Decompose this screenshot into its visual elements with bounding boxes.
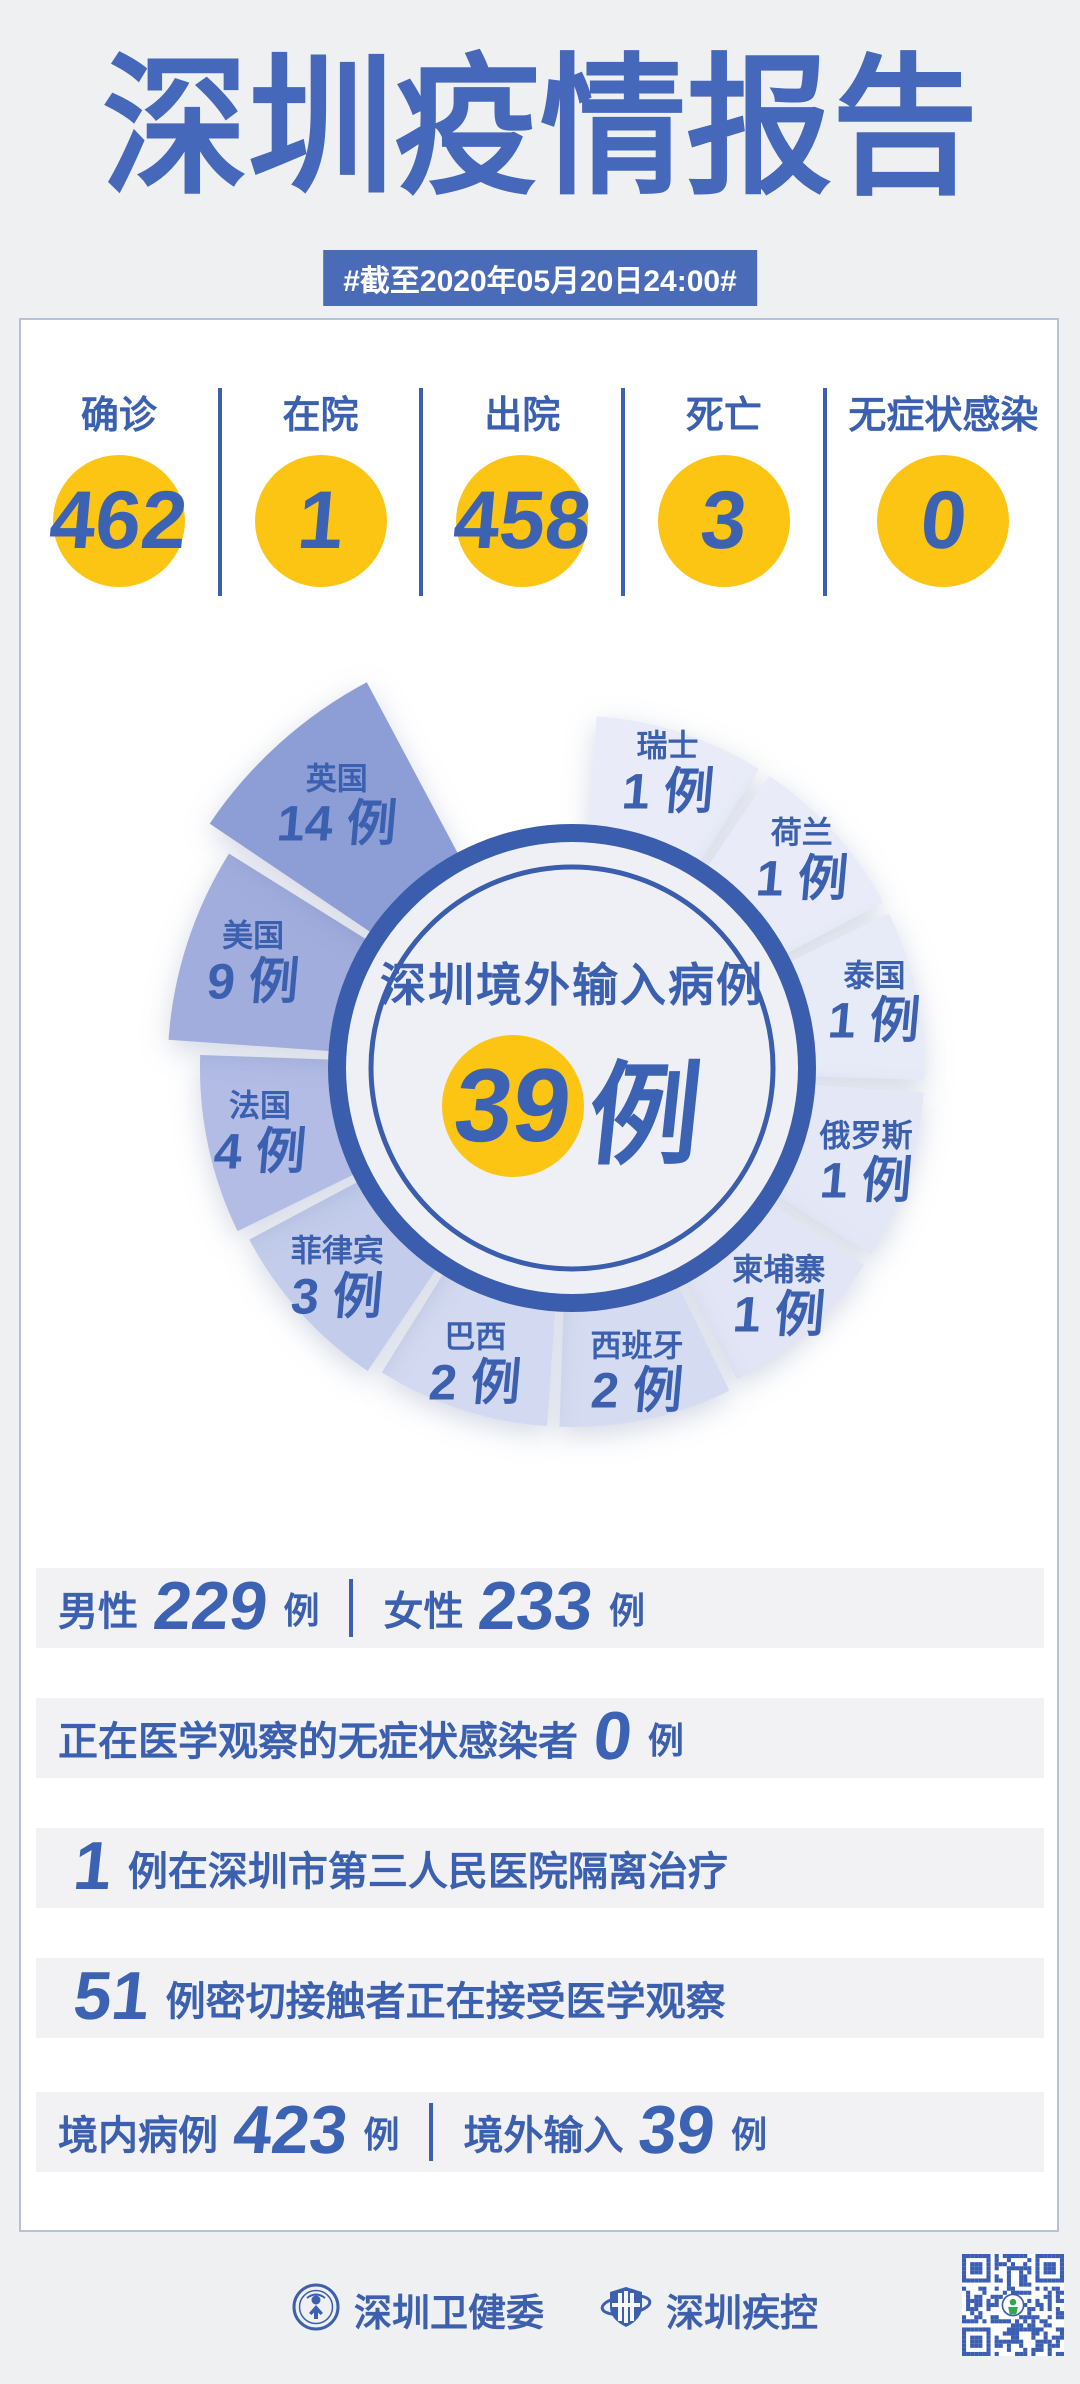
row-label: 正在医学观察的无症状感染者 bbox=[58, 1720, 578, 1764]
detail-row-1: 男性 229 例 女性 233 例 bbox=[36, 1568, 1044, 1648]
row-number: 0 bbox=[590, 1698, 636, 1774]
qr-code bbox=[962, 2254, 1064, 2356]
summary-stat-4: 死亡 3 bbox=[625, 380, 823, 587]
stat-label: 死亡 bbox=[685, 395, 762, 437]
summary-stat-5: 无症状感染 0 bbox=[827, 380, 1060, 587]
stat-circle: 462 bbox=[47, 455, 191, 587]
stat-value: 462 bbox=[46, 475, 192, 566]
stat-label: 无症状感染 bbox=[848, 395, 1039, 437]
summary-stat-1: 确诊 462 bbox=[20, 380, 218, 587]
row-unit: 例 bbox=[363, 2114, 400, 2155]
row-label: 男性 bbox=[58, 1590, 138, 1634]
footer-org-name: 深圳卫健委 bbox=[354, 2293, 545, 2335]
stat-value: 1 bbox=[293, 475, 348, 566]
footer-org-health-commission: 深圳卫健委 bbox=[292, 2282, 544, 2337]
row-number: 51 bbox=[70, 1958, 154, 2034]
row-number: 229 bbox=[150, 1568, 272, 1644]
row-unit: 例 bbox=[731, 2114, 768, 2155]
health-commission-seal-icon bbox=[292, 2283, 340, 2336]
summary-stat-3: 出院 458 bbox=[423, 380, 621, 587]
stat-circle: 3 bbox=[657, 455, 790, 587]
row-label: 例在深圳市第三人民医院隔离治疗 bbox=[127, 1850, 728, 1894]
row-number: 1 bbox=[70, 1828, 116, 1904]
detail-row-5: 境内病例 423 例 境外输入 39 例 bbox=[36, 2092, 1044, 2172]
row-unit: 例 bbox=[647, 1720, 684, 1761]
row-number: 423 bbox=[230, 2092, 352, 2168]
row-label: 女性 bbox=[383, 1590, 464, 1634]
row-label: 境内病例 bbox=[58, 2114, 218, 2158]
stat-value: 3 bbox=[697, 475, 751, 566]
summary-divider bbox=[217, 388, 222, 596]
stat-label: 确诊 bbox=[80, 395, 157, 437]
summary-divider bbox=[822, 388, 827, 596]
detail-row-3: 1 例在深圳市第三人民医院隔离治疗 bbox=[36, 1828, 1044, 1908]
footer-org-name: 深圳疾控 bbox=[666, 2293, 819, 2335]
row-divider bbox=[349, 1579, 354, 1637]
date-badge: #截至2020年05月20日24:00# bbox=[323, 250, 757, 306]
row-unit: 例 bbox=[608, 1590, 645, 1631]
detail-row-4: 51 例密切接触者正在接受医学观察 bbox=[36, 1958, 1044, 2038]
stat-value: 458 bbox=[449, 475, 595, 566]
stat-value: 0 bbox=[916, 475, 971, 566]
footer-org-cdc: 深圳疾控 bbox=[600, 2282, 818, 2337]
summary-divider bbox=[621, 388, 626, 596]
summary-divider bbox=[419, 388, 424, 596]
report-card bbox=[19, 318, 1059, 2232]
stat-circle: 0 bbox=[877, 455, 1010, 587]
row-unit: 例 bbox=[283, 1590, 320, 1631]
detail-row-2: 正在医学观察的无症状感染者 0 例 bbox=[36, 1698, 1044, 1778]
row-label: 例密切接触者正在接受医学观察 bbox=[165, 1980, 726, 2024]
summary-stat-2: 在院 1 bbox=[222, 380, 420, 587]
row-number: 233 bbox=[475, 1568, 597, 1644]
stat-label: 出院 bbox=[484, 395, 561, 437]
summary-stats: 确诊 462 在院 1 出院 458 死亡 3 无症状感染 0 bbox=[20, 380, 1060, 596]
row-divider bbox=[429, 2103, 434, 2161]
stat-label: 在院 bbox=[282, 395, 359, 437]
row-number: 39 bbox=[635, 2092, 720, 2168]
stat-circle: 1 bbox=[254, 455, 387, 587]
cdc-shield-icon bbox=[600, 2283, 652, 2336]
page-title: 深圳疫情报告 bbox=[102, 42, 978, 213]
stat-circle: 458 bbox=[450, 455, 595, 587]
row-label: 境外输入 bbox=[463, 2114, 624, 2158]
